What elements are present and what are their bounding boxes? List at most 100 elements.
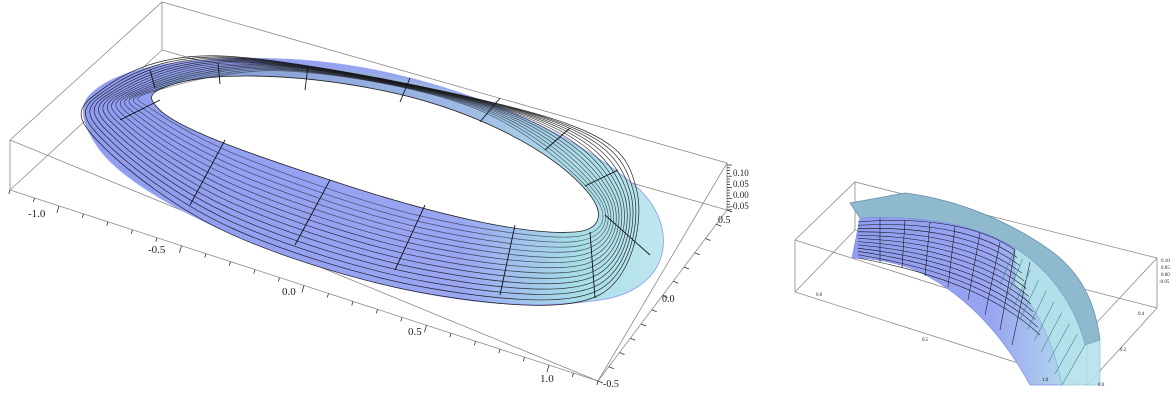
quarter-contour-line (857, 257, 1041, 336)
x-tick (375, 309, 378, 314)
quarter-radial-line (999, 249, 1016, 331)
z-tick-label: 0.05 (733, 179, 749, 189)
x-tick (449, 333, 452, 338)
quarter-radial-line (967, 232, 981, 301)
x-tick (277, 277, 280, 282)
z-axis: 0.10 0.05 0.00 -0.05 (1159, 259, 1170, 285)
quarter-fan-line (1061, 344, 1086, 386)
y-tick-label: 0.2 (1120, 348, 1127, 353)
y-tick-label: 0.0 (662, 294, 675, 305)
quarter-contour-line (857, 241, 1029, 297)
x-tick (326, 293, 329, 298)
x-tick-label: 0.0 (282, 286, 296, 298)
y-tick-label: 0.5 (718, 215, 731, 226)
y-tick (640, 323, 647, 327)
x-tick (179, 245, 182, 253)
quarter-fan-line (1006, 258, 1024, 297)
ring-contour-line (137, 70, 604, 238)
x-tick (571, 372, 574, 378)
x-tick (424, 325, 427, 333)
quarter-contour-line (857, 244, 1032, 305)
ring-contour-line (111, 63, 620, 269)
y-tick (630, 337, 636, 341)
x-tick-label: -1.0 (28, 208, 46, 220)
ring-surface (80, 55, 664, 306)
y-tick (705, 238, 711, 241)
y-axis: 0.4 0.2 0.0 (1098, 312, 1145, 388)
y-tick (726, 209, 733, 213)
ring-contour-line (89, 57, 634, 295)
quarter-contour-line (857, 224, 1018, 258)
quarter-contour-line (857, 228, 1020, 266)
y-tick (608, 366, 614, 370)
ring-contour-line (124, 66, 612, 253)
y-tick-label: 0.0 (1098, 383, 1105, 388)
quarter-mesh-lines (857, 218, 1086, 386)
x-tick (400, 317, 403, 322)
ring-radial-lines (119, 62, 651, 299)
quarter-fan-line (1020, 280, 1039, 319)
x-tick (596, 380, 599, 386)
y-tick (662, 295, 668, 298)
quarter-surface (849, 192, 1101, 386)
quarter-contour-line (857, 247, 1034, 313)
y-tick (651, 309, 657, 313)
quarter-contour-line (857, 220, 1016, 251)
full-ring-plot: -1.0 -0.5 0.0 0.5 1.0 0.5 0.0 -0.5 0.10 … (8, 1, 749, 390)
ring-contour-line (102, 61, 625, 279)
x-tick (81, 213, 84, 218)
y-tick (716, 223, 722, 227)
z-tick-label: -0.05 (730, 201, 749, 211)
quarter-contour-line (857, 238, 1027, 289)
x-tick (546, 364, 550, 373)
quarter-radial-line (901, 219, 906, 269)
z-tick-label: 0.00 (733, 190, 749, 200)
z-tick-label: 0.10 (733, 168, 749, 178)
x-tick-label: 1.0 (1042, 378, 1049, 383)
x-tick-label: -0.5 (148, 244, 166, 256)
ring-contour-line (133, 69, 606, 243)
x-tick (498, 349, 501, 354)
y-tick (673, 280, 679, 284)
quarter-radial-line (1011, 261, 1031, 346)
x-axis: 0.0 0.5 1.0 (816, 293, 1049, 383)
y-axis: 0.5 0.0 -0.5 (597, 209, 733, 390)
ring-contour-line (85, 56, 637, 301)
quarter-fan-line (999, 247, 1016, 286)
z-axis: 0.10 0.05 0.00 -0.05 (727, 164, 749, 211)
x-tick-label: 0.0 (816, 293, 823, 298)
quarter-section-plot: 0.0 0.5 1.0 0.4 0.2 0.0 0.10 0.05 0.00 -… (794, 181, 1170, 388)
quarter-radial-line (947, 225, 956, 288)
z-tick-label: 0.00 (1161, 273, 1170, 278)
x-tick-label: 1.0 (540, 373, 554, 385)
quarter-fan-line (1054, 334, 1078, 375)
x-tick (56, 205, 60, 214)
y-tick-label: 0.4 (1138, 312, 1145, 317)
quarter-fan-line (1013, 269, 1031, 308)
ring-contour-line (93, 58, 631, 290)
quarter-fan-line (1034, 301, 1055, 341)
ring-contour-line (115, 64, 617, 263)
quarter-fan-line (1027, 290, 1047, 330)
quarter-contour-line (857, 231, 1022, 274)
z-tick-label: -0.05 (1159, 280, 1170, 285)
x-tick-label: 0.5 (408, 326, 422, 338)
y-tick (597, 380, 604, 384)
x-tick (228, 261, 231, 266)
x-tick (204, 253, 207, 258)
x-tick (106, 221, 109, 226)
y-tick-label: -0.5 (603, 379, 619, 390)
z-tick-label: 0.10 (1161, 259, 1170, 264)
x-tick (155, 237, 158, 242)
x-axis: -1.0 -0.5 0.0 0.5 1.0 (8, 189, 599, 386)
x-tick (301, 285, 305, 293)
quarter-contour-line (857, 251, 1036, 320)
y-tick (619, 352, 625, 355)
ring-contour-line (98, 60, 628, 285)
x-tick-label: 0.5 (922, 338, 929, 343)
quarter-contour-line (857, 234, 1025, 282)
quarter-fan-line (1047, 323, 1070, 363)
x-tick (130, 229, 133, 234)
x-tick (351, 301, 354, 306)
